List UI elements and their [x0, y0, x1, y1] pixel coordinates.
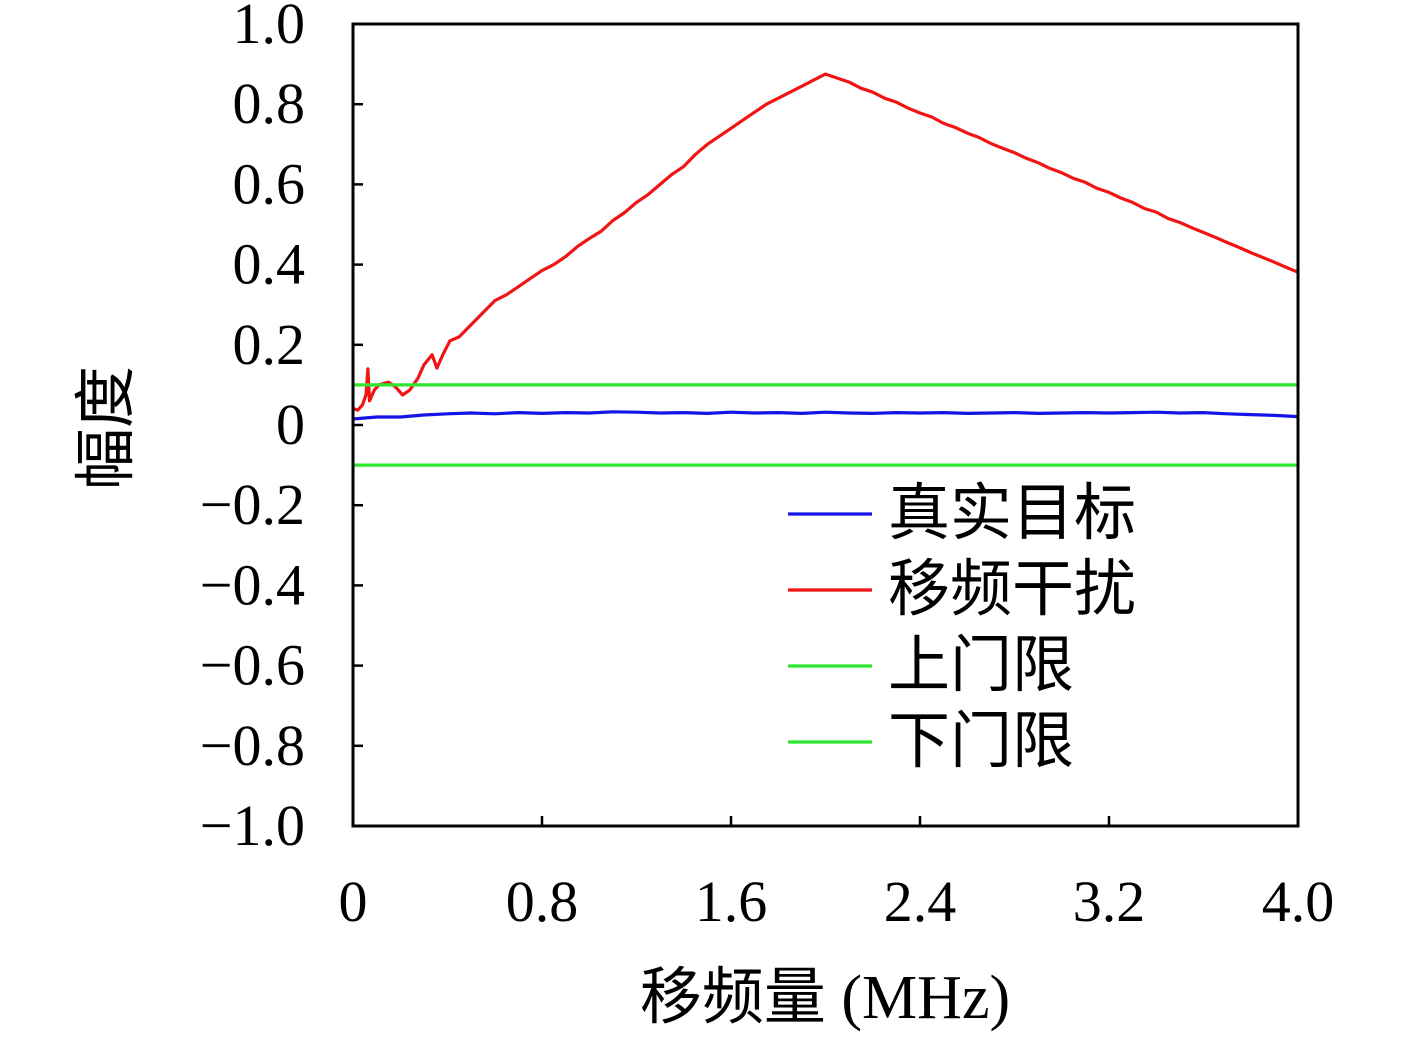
- legend-label-upper-threshold: 上门限: [888, 632, 1074, 700]
- y-tick-label: −0.8: [200, 713, 305, 778]
- legend-label-lower-threshold: 下门限: [888, 708, 1074, 776]
- y-tick-label: −0.4: [200, 552, 305, 617]
- y-tick-label: 0.8: [233, 71, 306, 136]
- y-tick-label: −0.6: [200, 633, 305, 698]
- x-tick-label: 2.4: [884, 869, 957, 934]
- y-tick-label: 1.0: [233, 0, 306, 56]
- x-tick-label: 0: [339, 869, 368, 934]
- x-tick-label: 3.2: [1073, 869, 1146, 934]
- x-axis-title: 移频量 (MHz): [640, 964, 1010, 1032]
- y-tick-label: −1.0: [200, 793, 305, 858]
- series-line-true-target: [353, 410, 1298, 421]
- y-tick-label: 0.6: [233, 151, 306, 216]
- legend-label-shift-jamming: 移频干扰: [888, 556, 1136, 624]
- y-tick-label: 0.2: [233, 312, 306, 377]
- series-layer: [353, 72, 1298, 467]
- series-line-shift-jamming: [353, 72, 1298, 412]
- y-tick-label: 0.4: [233, 232, 306, 297]
- y-tick-label: −0.2: [200, 472, 305, 537]
- y-axis-title: 幅度: [73, 366, 141, 490]
- legend-label-true-target: 真实目标: [888, 480, 1136, 548]
- x-tick-label: 4.0: [1262, 869, 1335, 934]
- x-tick-label: 0.8: [506, 869, 579, 934]
- y-tick-label: 0: [276, 392, 305, 457]
- plot-background: [353, 24, 1298, 826]
- x-tick-label: 1.6: [695, 869, 768, 934]
- axis-ticks: 0 0.8 1.6 2.4 3.2 4.0 1.0 0.8 0.6 0.4 0.2 0 −0.2 −0.4…: [200, 0, 1334, 934]
